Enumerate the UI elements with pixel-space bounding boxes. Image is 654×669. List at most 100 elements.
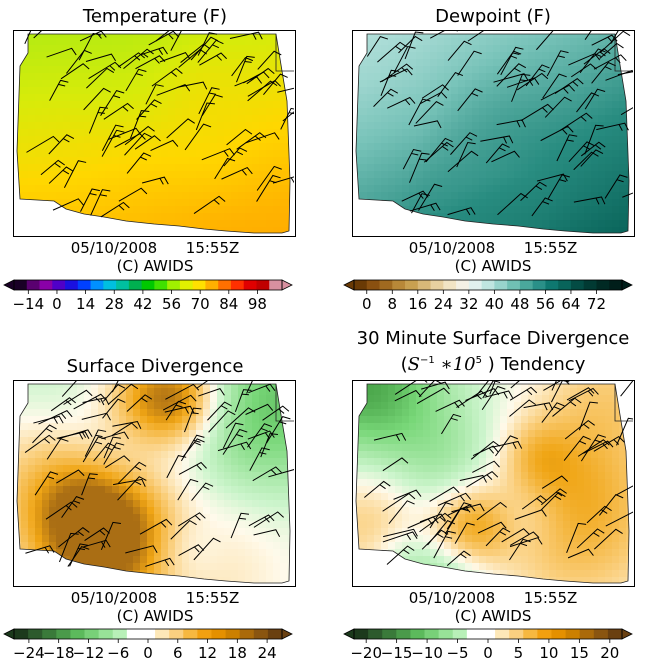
field-cell [210,143,218,151]
field-cell [98,458,106,466]
field-cell [266,465,274,473]
colorbar-svg [3,279,293,294]
field-cell [21,563,29,571]
field-cell [598,80,606,88]
field-cell [367,115,375,123]
field-cell [217,465,225,473]
field-cell [91,528,99,536]
field-cell [423,227,431,233]
field-cell [133,52,141,60]
field-cell [224,409,232,417]
field-cell [217,423,225,431]
field-cell [140,458,148,466]
field-cell [175,52,183,60]
field-cell [619,388,627,396]
field-cell [409,395,417,403]
field-cell [507,409,515,417]
field-cell [423,52,431,60]
field-cell [35,38,43,46]
field-cell [273,507,281,515]
field-cell [133,206,141,214]
field-cell [196,416,204,424]
field-cell [402,80,410,88]
field-cell [598,423,606,431]
field-cell [224,556,232,564]
field-cell [70,479,78,487]
colorbar-segment [230,280,245,290]
wind-barb [125,545,158,554]
field-cell [591,178,599,186]
field-cell [416,549,424,557]
colorbar-max-extension [281,279,293,291]
field-cell [479,34,487,39]
field-cell [63,220,71,228]
field-cell [549,94,557,102]
field-cell [598,430,606,438]
field-cell [416,423,424,431]
field-cell [259,192,267,200]
field-cell [416,409,424,417]
field-cell [423,164,431,172]
field-cell [612,395,620,403]
field-cell [112,185,120,193]
field-cell [252,444,260,452]
field-cell [70,192,78,200]
field-cell [91,514,99,522]
wind-barb [404,31,424,60]
field-cell [423,80,431,88]
field-cell [444,514,452,522]
field-cell [91,227,99,233]
field-cell [119,458,127,466]
field-cell [28,416,36,424]
field-cell [395,192,403,200]
field-cell [21,521,29,529]
field-cell [126,157,134,165]
field-cell [238,507,246,515]
field-cell [563,213,571,221]
field-cell [98,577,106,583]
field-cell [381,402,389,410]
field-cell [105,45,113,53]
field-cell [626,458,629,466]
wind-barb [256,165,282,191]
field-cell [416,444,424,452]
field-cell [493,38,501,46]
field-cell [161,521,169,529]
field-cell [161,577,169,583]
field-cell [49,444,57,452]
field-cell [252,549,260,557]
field-cell [591,38,599,46]
field-cell [161,409,169,417]
field-cell [112,171,120,179]
field-cell [535,458,543,466]
wind-barb [48,134,75,155]
field-cell [91,409,99,417]
field-cell [570,38,578,46]
field-cell [17,486,22,494]
field-cell [259,577,267,583]
field-cell [472,129,480,137]
wind-barb [162,394,197,411]
field-cell [70,437,78,445]
field-cell [367,192,375,200]
field-cell [287,94,290,102]
field-cell [35,514,43,522]
field-cell [360,423,368,431]
field-cell [126,542,134,550]
field-cell [423,479,431,487]
field-cell [356,164,361,172]
field-cell [500,493,508,501]
field-cell [105,542,113,550]
wind-barb [84,527,110,541]
field-cell [35,472,43,480]
field-cell [91,38,99,46]
field-cell [549,423,557,431]
field-cell [577,472,585,480]
field-cell [584,528,592,536]
field-cell [70,388,78,396]
field-cell [479,136,487,144]
field-cell [224,192,232,200]
field-cell [500,227,508,233]
field-cell [266,136,274,144]
field-cell [430,80,438,88]
